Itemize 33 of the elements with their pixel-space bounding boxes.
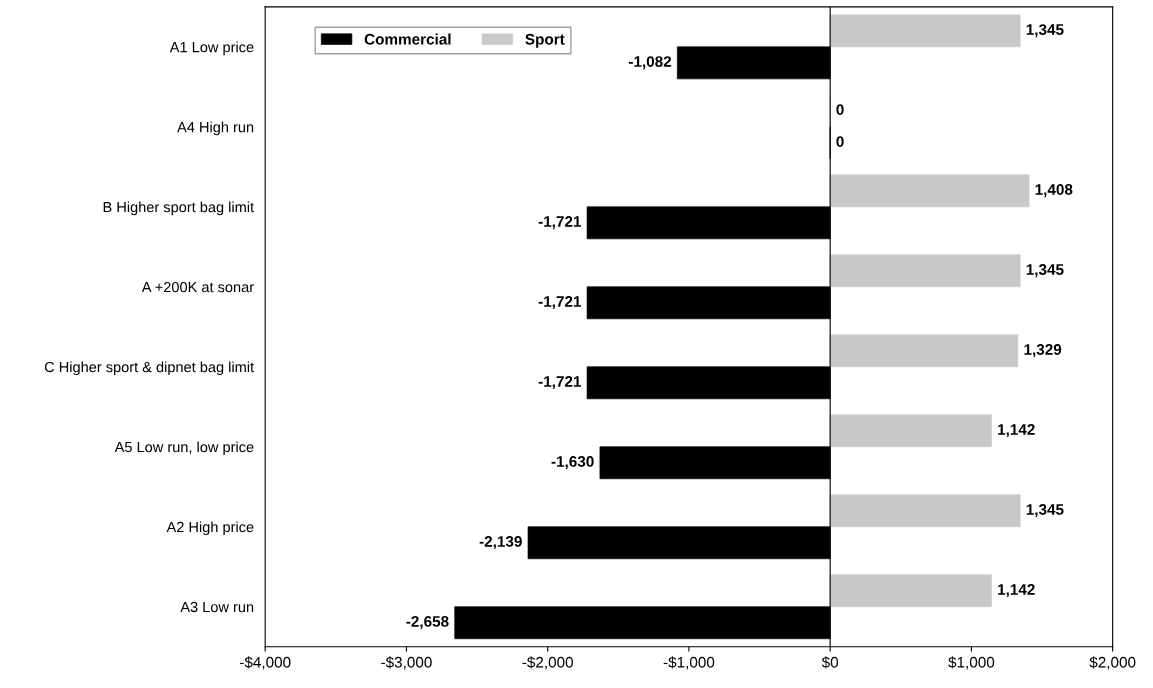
x-tick-label: -$3,000	[381, 656, 432, 670]
data-label: -1,721	[538, 376, 582, 390]
y-tick-label: A2 High price	[166, 521, 254, 536]
y-tick-label: B Higher sport bag limit	[103, 201, 254, 216]
data-label: 1,345	[1026, 504, 1064, 518]
x-tick-label: $2,000	[1089, 656, 1136, 670]
data-label: -1,721	[538, 216, 582, 230]
y-tick-label: C Higher sport & dipnet bag limit	[44, 361, 254, 376]
y-tick-label: A4 High run	[177, 121, 254, 136]
data-label: -1,721	[538, 296, 582, 310]
data-label: 1,345	[1026, 264, 1064, 278]
data-label: 1,345	[1026, 24, 1064, 38]
legend-label: Sport	[525, 33, 565, 48]
data-label: -2,658	[406, 616, 449, 630]
x-tick-label: $1,000	[948, 656, 995, 670]
x-tick-label: -$4,000	[239, 656, 291, 670]
data-label: 0	[836, 104, 844, 115]
data-label: -1,082	[628, 56, 672, 70]
y-tick-label: A3 Low run	[180, 601, 254, 613]
x-tick-label: -$2,000	[522, 656, 573, 670]
data-label: 1,142	[998, 424, 1035, 438]
y-tick-label: A1 Low price	[169, 41, 254, 56]
x-tick-label: $0	[821, 656, 839, 669]
y-tick-label: A +200K at sonar	[141, 281, 254, 293]
data-label: -2,139	[479, 536, 522, 550]
y-tick-label: A5 Low run, low price	[114, 441, 254, 456]
data-label: 0	[836, 136, 844, 147]
data-label: 1,329	[1024, 344, 1062, 358]
legend-label: Commercial	[364, 33, 451, 45]
x-tick-label: -$1,000	[663, 656, 715, 670]
data-label: -1,630	[551, 456, 594, 470]
data-label: 1,408	[1035, 184, 1073, 198]
data-label: 1,142	[998, 584, 1035, 598]
